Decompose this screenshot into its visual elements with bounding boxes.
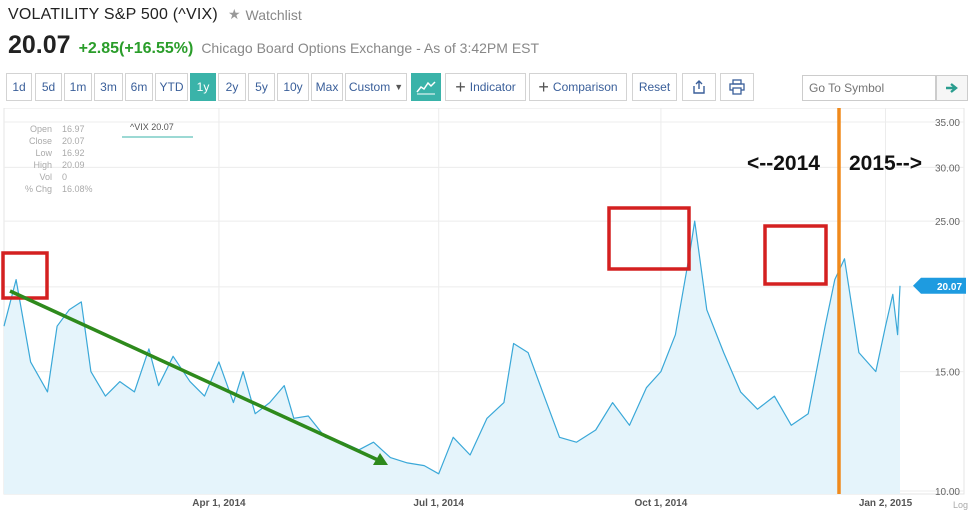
range-button-5y[interactable]: 5y (248, 73, 275, 101)
y-tick-label: 10.00 (935, 487, 960, 498)
price-change: +2.85(+16.55%) (78, 40, 194, 57)
range-button-5d[interactable]: 5d (35, 73, 62, 101)
security-title: VOLATILITY S&P 500 (^VIX) (8, 6, 218, 23)
legend-value-close: 20.07 (62, 136, 85, 146)
range-button-1d[interactable]: 1d (6, 73, 32, 101)
star-icon: ★ (227, 6, 241, 22)
legend-value-low: 16.92 (62, 148, 85, 158)
legend-label-vol: Vol (39, 172, 52, 182)
range-button-6m[interactable]: 6m (125, 73, 153, 101)
custom-range-dropdown[interactable]: Custom ▼ (345, 73, 407, 101)
current-value-tag: 20.07 (913, 277, 966, 294)
y-tick-label: 15.00 (935, 368, 960, 379)
range-button-3m[interactable]: 3m (94, 73, 123, 101)
range-button-1y[interactable]: 1y (190, 73, 216, 101)
indicator-button[interactable]: + Indicator (445, 73, 526, 101)
comparison-label: Comparison (552, 80, 618, 94)
range-button-10y[interactable]: 10y (277, 73, 309, 101)
x-tick-label: Apr 1, 2014 (192, 498, 246, 509)
price-area-fill (4, 221, 900, 494)
x-tick-label: Jan 2, 2015 (859, 498, 913, 509)
legend-value-high: 20.09 (62, 160, 85, 170)
indicator-label: Indicator (469, 80, 516, 94)
chevron-down-icon: ▼ (394, 82, 404, 92)
last-price: 20.07 (8, 31, 71, 59)
highlight-box-dec (763, 224, 828, 286)
watchlist-label: Watchlist (245, 6, 302, 23)
ohlc-legend: Open 16.97 Close 20.07 Low 16.92 High 20… (25, 124, 93, 194)
annotation-2015: 2015--> (849, 152, 922, 175)
x-tick-label: Oct 1, 2014 (634, 498, 687, 509)
legend-value-pct-chg: 16.08% (62, 184, 93, 194)
range-button-2y[interactable]: 2y (218, 73, 246, 101)
share-button[interactable] (682, 73, 716, 101)
legend-label-low: Low (35, 148, 52, 158)
series-tag: ^VIX 20.07 (122, 122, 193, 138)
legend-label-close: Close (29, 136, 52, 146)
arrow-right-icon (946, 83, 958, 93)
legend-label-open: Open (30, 124, 52, 134)
plus-icon: + (455, 77, 466, 97)
legend-value-vol: 0 (62, 172, 67, 182)
watchlist-link[interactable]: ★ Watchlist (228, 6, 302, 23)
range-button-max[interactable]: Max (311, 73, 343, 101)
current-value-label: 20.07 (937, 282, 962, 293)
legend-label-high: High (33, 160, 52, 170)
legend-value-open: 16.97 (62, 124, 85, 134)
range-button-1m[interactable]: 1m (64, 73, 92, 101)
go-button[interactable] (936, 75, 968, 101)
reset-button[interactable]: Reset (632, 73, 677, 101)
symbol-search-input[interactable] (802, 75, 936, 101)
comparison-button[interactable]: + Comparison (529, 73, 627, 101)
series-tag-label: ^VIX 20.07 (130, 122, 174, 132)
y-tick-label: 35.00 (935, 118, 960, 129)
x-tick-label: Jul 1, 2014 (413, 498, 464, 509)
highlight-box-oct (607, 206, 691, 271)
trend-arrow (9, 289, 388, 465)
custom-label: Custom (348, 80, 391, 94)
share-icon (693, 80, 705, 94)
chart-type-button[interactable] (411, 73, 441, 101)
exchange-info: Chicago Board Options Exchange - As of 3… (201, 40, 540, 56)
legend-label-pct-chg: % Chg (25, 184, 52, 194)
area-chart-icon (416, 81, 436, 95)
quote-header: VOLATILITY S&P 500 (^VIX) ★ Watchlist 20… (8, 6, 968, 60)
print-button[interactable] (720, 73, 754, 101)
plus-icon: + (538, 77, 549, 97)
y-tick-label: 30.00 (935, 163, 960, 174)
printer-icon (729, 79, 745, 95)
price-line (3, 220, 901, 475)
y-tick-label: 25.00 (935, 217, 960, 228)
chart-toolbar: 1d 5d 1m 3m 6m YTD 1y 2y 5y 10y Max Cust… (6, 73, 968, 103)
log-scale-label: Log (953, 500, 968, 510)
range-button-ytd[interactable]: YTD (155, 73, 188, 101)
annotation-2014: <--2014 (747, 152, 820, 175)
